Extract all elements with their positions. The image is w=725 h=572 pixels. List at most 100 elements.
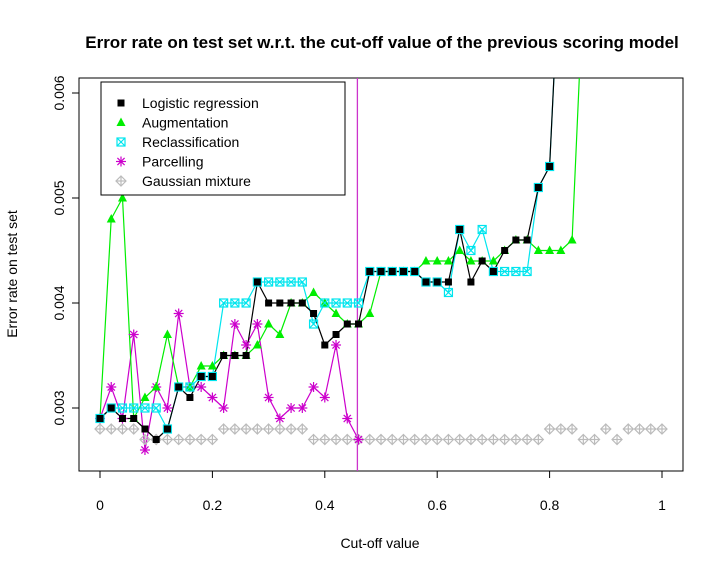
- legend-item: Reclassification: [116, 134, 239, 150]
- data-point: [465, 433, 477, 446]
- data-point: [478, 257, 486, 265]
- data-point: [140, 403, 150, 413]
- data-point: [489, 268, 497, 275]
- x-tick-label: 0.4: [315, 497, 335, 513]
- data-point: [175, 383, 183, 391]
- data-point: [442, 433, 455, 446]
- legend-item: Gaussian mixture: [115, 173, 251, 189]
- data-point: [443, 256, 453, 265]
- data-point: [566, 423, 578, 435]
- data-point: [556, 245, 566, 254]
- data-point: [185, 382, 195, 392]
- data-point: [331, 340, 342, 350]
- data-point: [377, 268, 385, 275]
- data-point: [498, 433, 511, 446]
- y-tick-label: 0.003: [51, 390, 67, 425]
- data-point: [251, 423, 264, 435]
- data-point: [456, 226, 464, 233]
- series-line: [99, 78, 580, 421]
- data-point: [331, 308, 341, 317]
- data-point: [287, 299, 295, 307]
- data-point: [106, 382, 117, 392]
- data-point: [453, 433, 466, 446]
- data-point: [330, 433, 342, 446]
- data-point: [397, 433, 410, 446]
- data-point: [106, 214, 116, 223]
- series-line: [99, 78, 555, 431]
- data-point: [263, 392, 274, 403]
- data-point: [501, 247, 509, 254]
- data-point: [116, 423, 129, 435]
- data-point: [421, 256, 431, 265]
- data-point: [184, 433, 196, 446]
- data-point: [534, 184, 542, 191]
- data-point: [275, 277, 285, 287]
- data-point: [264, 277, 274, 287]
- data-point: [252, 340, 262, 349]
- data-point: [275, 329, 285, 338]
- data-point: [172, 433, 185, 446]
- data-point: [532, 433, 545, 446]
- data-point: [286, 277, 296, 287]
- y-tick-label: 0.006: [51, 75, 67, 110]
- data-point: [262, 423, 275, 435]
- data-point: [163, 425, 171, 433]
- data-point: [297, 277, 307, 287]
- data-point: [467, 278, 475, 286]
- data-point: [162, 329, 172, 338]
- data-point: [488, 256, 498, 265]
- y-tick-label: 0.004: [51, 285, 67, 320]
- data-point: [186, 394, 194, 401]
- data-point: [545, 245, 555, 254]
- data-point: [511, 266, 521, 277]
- data-point: [510, 433, 522, 446]
- data-point: [115, 175, 127, 187]
- data-point: [151, 403, 161, 413]
- data-point: [443, 287, 454, 298]
- data-point: [487, 433, 500, 446]
- data-point: [500, 266, 510, 277]
- data-point: [94, 423, 106, 435]
- legend-label: Reclassification: [142, 134, 239, 150]
- data-point: [599, 423, 612, 435]
- series-markers: [95, 161, 555, 434]
- data-point: [140, 392, 150, 401]
- data-point: [229, 319, 240, 329]
- data-point: [265, 299, 273, 307]
- data-point: [117, 99, 125, 107]
- data-point: [264, 319, 274, 328]
- data-point: [274, 413, 285, 424]
- data-point: [273, 423, 286, 435]
- legend: Logistic regression Augmentation Reclassif…: [100, 81, 346, 196]
- data-point: [139, 445, 150, 455]
- data-point: [363, 433, 376, 446]
- y-tick-label: 0.005: [51, 180, 67, 215]
- data-point: [588, 433, 601, 446]
- data-point: [546, 163, 554, 170]
- data-point: [399, 268, 407, 275]
- data-point: [253, 278, 261, 286]
- legend-item: Parcelling: [116, 154, 203, 170]
- data-point: [139, 433, 151, 446]
- x-axis-label: Cut-off value: [340, 535, 419, 551]
- data-point: [342, 298, 352, 308]
- data-point: [276, 299, 284, 307]
- data-point: [151, 382, 161, 391]
- data-point: [318, 433, 331, 446]
- data-point: [388, 268, 396, 275]
- data-point: [219, 298, 229, 308]
- x-tick-label: 1: [658, 497, 666, 513]
- x-axis: 0 0.2 0.4 0.6 0.8 1: [96, 470, 666, 513]
- data-point: [554, 423, 567, 435]
- data-point: [116, 117, 126, 126]
- data-point: [229, 423, 241, 435]
- data-point: [240, 423, 252, 435]
- series-markers: [95, 193, 577, 422]
- legend-label: Gaussian mixture: [142, 173, 251, 189]
- data-point: [477, 224, 487, 235]
- data-point: [543, 423, 556, 435]
- series-markers: [96, 163, 554, 443]
- data-point: [217, 423, 230, 435]
- data-point: [307, 433, 320, 446]
